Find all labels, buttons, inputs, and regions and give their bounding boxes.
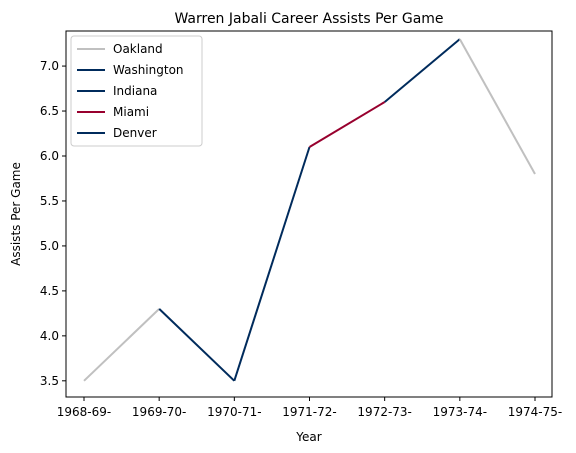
legend-label-miami: Miami xyxy=(113,105,149,119)
x-axis-title: Year xyxy=(295,430,321,444)
legend-label-oakland: Oakland xyxy=(113,42,163,56)
series-line-miami xyxy=(308,101,386,148)
series-line-oakland xyxy=(83,308,160,382)
series-line-segment-5 xyxy=(458,38,536,175)
legend-label-denver: Denver xyxy=(113,126,157,140)
series-line-washington xyxy=(158,308,235,382)
x-tick-label: 1968-69- xyxy=(57,405,111,419)
x-tick-label: 1972-73- xyxy=(357,405,411,419)
legend-box xyxy=(70,35,203,147)
x-tick-label: 1973-74- xyxy=(433,405,487,419)
y-tick-label: 5.5 xyxy=(40,194,59,208)
y-axis-title: Assists Per Game xyxy=(9,162,23,266)
series-layer xyxy=(83,38,536,382)
y-tick-label: 6.5 xyxy=(40,104,59,118)
y-tick-label: 3.5 xyxy=(40,374,59,388)
x-axis: 1968-69- 1969-70- 1970-71- 1971-72- 1972-73-… xyxy=(57,397,562,419)
legend: Oakland Washington Indiana Miami Denver xyxy=(70,35,203,147)
x-tick-label: 1970-71- xyxy=(207,405,261,419)
y-tick-label: 4.5 xyxy=(40,284,59,298)
legend-label-indiana: Indiana xyxy=(113,84,157,98)
y-tick-label: 5.0 xyxy=(40,239,59,253)
x-tick-label: 1969-70- xyxy=(132,405,186,419)
y-tick-label: 6.0 xyxy=(40,149,59,163)
y-tick-label: 4.0 xyxy=(40,329,59,343)
series-line-indiana xyxy=(233,146,311,382)
y-tick-label: 7.0 xyxy=(40,59,59,73)
y-axis: 3.5 4.0 4.5 5.0 5.5 6.0 6.5 7.0 xyxy=(40,59,66,388)
x-tick-label: 1971-72- xyxy=(282,405,336,419)
series-line-denver xyxy=(384,38,461,103)
chart-title: Warren Jabali Career Assists Per Game xyxy=(174,11,443,27)
x-tick-label: 1974-75- xyxy=(508,405,562,419)
legend-label-washington: Washington xyxy=(113,63,184,77)
